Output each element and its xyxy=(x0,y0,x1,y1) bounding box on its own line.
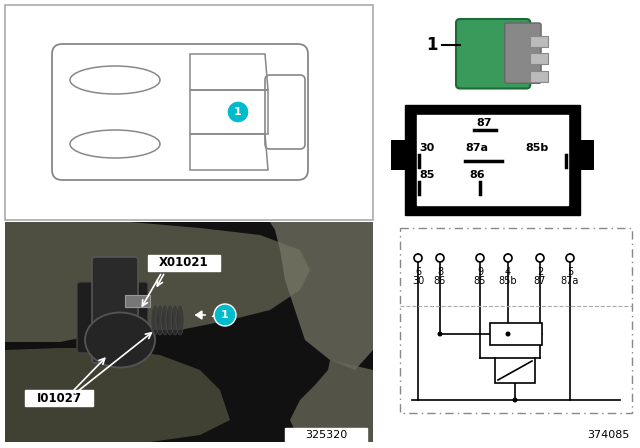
Text: 86: 86 xyxy=(434,276,446,286)
Circle shape xyxy=(504,254,512,262)
Ellipse shape xyxy=(70,130,160,158)
Text: 6: 6 xyxy=(415,267,421,277)
Bar xyxy=(400,228,632,413)
Circle shape xyxy=(414,254,422,262)
Bar xyxy=(5,222,373,442)
Bar xyxy=(490,323,542,345)
Bar xyxy=(25,390,93,406)
Text: 1: 1 xyxy=(221,310,229,320)
Bar xyxy=(530,72,548,82)
Circle shape xyxy=(566,254,574,262)
Circle shape xyxy=(214,304,236,326)
FancyBboxPatch shape xyxy=(77,282,148,353)
Text: 85: 85 xyxy=(419,170,435,180)
Text: 1: 1 xyxy=(426,36,438,54)
Bar xyxy=(285,428,367,442)
FancyBboxPatch shape xyxy=(456,19,531,89)
Bar xyxy=(148,255,220,271)
Text: 4: 4 xyxy=(505,267,511,277)
Text: 374085: 374085 xyxy=(588,430,630,440)
Polygon shape xyxy=(290,360,373,442)
Text: X01021: X01021 xyxy=(159,257,209,270)
Text: 325320: 325320 xyxy=(305,430,347,440)
FancyBboxPatch shape xyxy=(265,75,305,149)
Text: I01027: I01027 xyxy=(36,392,81,405)
Text: 87a: 87a xyxy=(465,143,488,153)
Text: 85b: 85b xyxy=(499,276,517,286)
Circle shape xyxy=(536,254,544,262)
Polygon shape xyxy=(5,222,310,342)
Polygon shape xyxy=(196,311,202,319)
FancyBboxPatch shape xyxy=(505,23,541,83)
FancyBboxPatch shape xyxy=(92,257,138,363)
Text: 85: 85 xyxy=(474,276,486,286)
Bar xyxy=(417,115,568,205)
Ellipse shape xyxy=(156,305,164,335)
Bar xyxy=(495,358,535,383)
Circle shape xyxy=(513,397,518,402)
Bar xyxy=(405,105,580,215)
Text: 5: 5 xyxy=(567,267,573,277)
Bar xyxy=(530,36,548,47)
Ellipse shape xyxy=(171,305,179,335)
Text: 30: 30 xyxy=(419,143,435,153)
Text: 87: 87 xyxy=(476,118,492,128)
Circle shape xyxy=(506,332,511,336)
Circle shape xyxy=(227,101,249,123)
Ellipse shape xyxy=(161,305,169,335)
Bar xyxy=(530,53,548,64)
Circle shape xyxy=(436,254,444,262)
Text: 87a: 87a xyxy=(561,276,579,286)
Ellipse shape xyxy=(85,313,155,367)
Bar xyxy=(5,5,373,220)
Text: 1: 1 xyxy=(234,107,242,117)
Text: 2: 2 xyxy=(537,267,543,277)
Text: 8: 8 xyxy=(437,267,443,277)
Text: 85b: 85b xyxy=(525,143,549,153)
Text: 9: 9 xyxy=(477,267,483,277)
Text: 87: 87 xyxy=(534,276,546,286)
Ellipse shape xyxy=(166,305,174,335)
FancyBboxPatch shape xyxy=(52,44,308,180)
Circle shape xyxy=(438,332,442,336)
Polygon shape xyxy=(5,348,230,442)
Bar xyxy=(391,140,405,170)
Polygon shape xyxy=(270,222,373,370)
Circle shape xyxy=(476,254,484,262)
Ellipse shape xyxy=(151,305,159,335)
Text: 30: 30 xyxy=(412,276,424,286)
Bar xyxy=(580,140,594,170)
Bar xyxy=(125,295,150,307)
Ellipse shape xyxy=(176,305,184,335)
Text: 86: 86 xyxy=(470,170,486,180)
Ellipse shape xyxy=(70,66,160,94)
